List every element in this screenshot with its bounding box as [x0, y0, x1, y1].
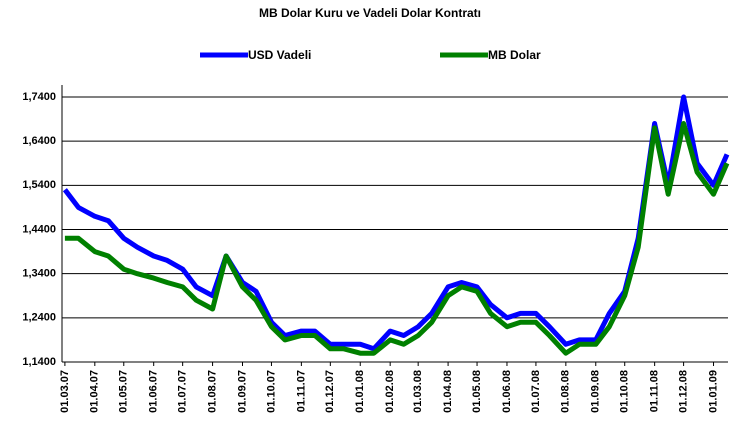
x-tick-label: 01.05.08 — [471, 370, 483, 413]
series-line — [64, 121, 730, 356]
x-tick-label: 01.08.07 — [206, 370, 218, 413]
chart-title: MB Dolar Kuru ve Vadeli Dolar Kontratı — [259, 6, 481, 20]
x-tick-label: 01.07.07 — [177, 370, 189, 413]
y-tick-label: 1,7400 — [22, 91, 56, 103]
y-tick-label: 1,5400 — [22, 179, 56, 191]
x-tick-label: 01.09.07 — [236, 370, 248, 413]
x-tick-label: 01.04.07 — [89, 370, 101, 413]
x-tick-label: 01.01.08 — [354, 370, 366, 413]
x-tick-label: 01.09.08 — [590, 370, 602, 413]
y-tick-label: 1,3400 — [22, 268, 56, 280]
x-tick-label: 01.10.07 — [265, 370, 277, 413]
series-line — [62, 94, 730, 352]
y-tick-label: 1,4400 — [22, 223, 56, 235]
x-tick-label: 01.10.08 — [619, 370, 631, 413]
x-tick-label: 01.03.07 — [59, 370, 71, 413]
x-tick-label: 01.03.08 — [412, 370, 424, 413]
legend-label: MB Dolar — [488, 48, 541, 62]
x-tick-label: 01.11.08 — [649, 370, 661, 412]
x-tick-label: 01.06.08 — [501, 370, 513, 413]
y-tick-label: 1,1400 — [22, 356, 56, 368]
legend-label: USD Vadeli — [248, 48, 311, 62]
x-tick-label: 01.05.07 — [118, 370, 130, 413]
x-tick-label: 01.06.07 — [148, 370, 160, 413]
y-tick-label: 1,2400 — [22, 312, 56, 324]
x-tick-label: 01.12.08 — [678, 370, 690, 413]
x-tick-label: 01.02.08 — [384, 370, 396, 413]
x-tick-label: 01.12.07 — [324, 370, 336, 413]
x-tick-label: 01.08.08 — [560, 370, 572, 413]
x-tick-label: 01.01.09 — [707, 370, 719, 413]
x-tick-label: 01.04.08 — [442, 370, 454, 413]
x-tick-label: 01.11.07 — [295, 370, 307, 412]
x-tick-label: 01.07.08 — [530, 370, 542, 413]
y-tick-label: 1,6400 — [22, 135, 56, 147]
